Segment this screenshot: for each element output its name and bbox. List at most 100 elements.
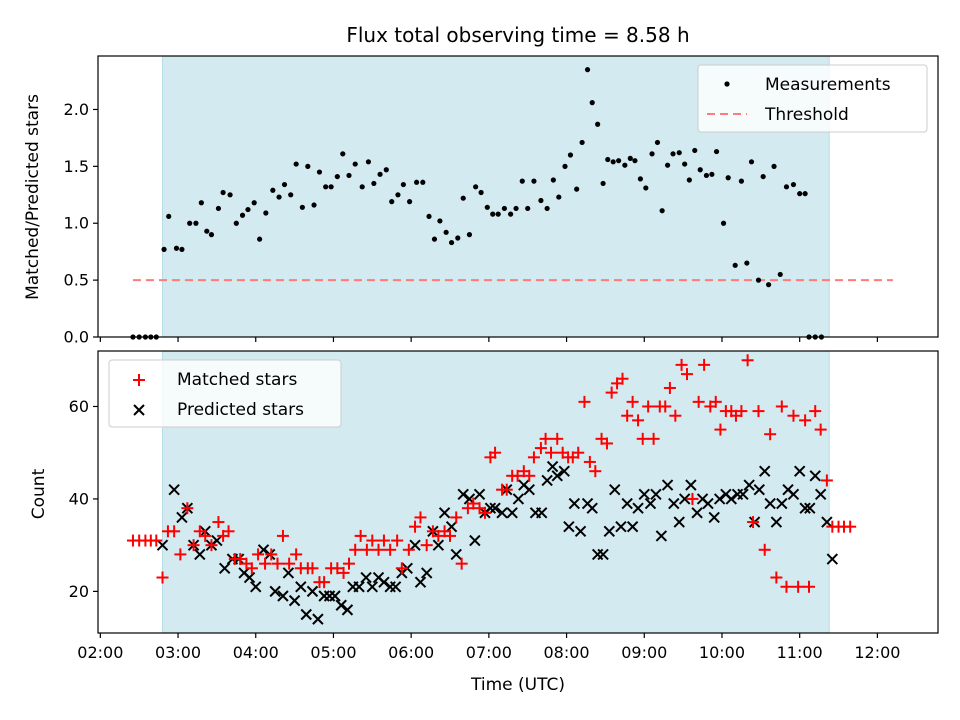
predicted-star-point	[673, 516, 685, 528]
predicted-star-point	[708, 511, 720, 524]
bottom-y-tick-label: 20	[69, 582, 89, 601]
bottom-x-ticks: 02:00 03:00 04:00 05:00 06:00 07:00 08:00 09:00…	[77, 633, 900, 662]
matched-star-point	[572, 446, 585, 459]
matched-star-point	[621, 409, 634, 422]
predicted-star-point	[512, 493, 525, 505]
predicted-star-point	[793, 465, 806, 477]
matched-star-point	[500, 483, 513, 496]
measurement-point	[790, 181, 797, 188]
matched-star-point	[681, 368, 694, 381]
measurement-point	[328, 184, 334, 190]
matched-star-point	[222, 525, 235, 538]
measurement-point	[556, 194, 562, 200]
measurement-point	[676, 150, 682, 156]
predicted-star-point	[678, 493, 691, 505]
predicted-star-point	[615, 520, 627, 533]
matched-star-point	[444, 529, 457, 542]
matched-star-point	[809, 405, 822, 418]
measurement-point	[299, 204, 305, 210]
predicted-star-point	[776, 497, 788, 510]
measurement-point	[193, 220, 199, 226]
measurement-point	[622, 162, 628, 168]
matched-star-point	[545, 446, 558, 459]
measurement-point	[443, 229, 449, 235]
measurement-point	[413, 179, 420, 185]
predicted-star-point	[737, 488, 749, 501]
measurement-point	[643, 185, 649, 191]
measurement-point	[407, 199, 413, 205]
matched-star-point	[212, 516, 225, 529]
measurement-point	[198, 200, 204, 206]
measurement-point	[179, 246, 185, 253]
measurement-point	[377, 171, 383, 177]
matched-star-point	[478, 506, 491, 519]
predicted-star-point	[799, 502, 811, 514]
predicted-star-point	[770, 516, 783, 528]
matched-star-point	[150, 534, 163, 547]
measurement-point	[251, 200, 257, 206]
matched-star-point	[747, 516, 760, 529]
matched-star-point	[265, 548, 278, 561]
matched-star-point	[600, 437, 613, 450]
measurement-point	[420, 179, 426, 185]
measurement-point	[371, 180, 377, 187]
measurement-point	[605, 156, 611, 163]
measurement-point	[600, 180, 606, 187]
measurement-point	[538, 197, 544, 204]
matched-star-point	[391, 534, 404, 547]
predicted-star-point	[603, 525, 616, 538]
matched-star-point	[337, 566, 350, 579]
matched-star-point	[659, 400, 672, 413]
measurement-point	[508, 211, 514, 217]
measurement-point	[466, 232, 473, 238]
legend-threshold-label: Threshold	[764, 105, 849, 125]
matched-star-point	[534, 442, 547, 455]
predicted-star-point	[759, 465, 771, 477]
top-y-axis-label: Matched/Predicted stars	[23, 94, 43, 300]
measurement-point	[257, 236, 263, 242]
predicted-star-point	[814, 488, 827, 501]
legend-predicted-label: Predicted stars	[177, 400, 304, 420]
measurement-point	[725, 175, 731, 181]
predicted-star-point	[295, 581, 307, 593]
predicted-star-point	[211, 534, 223, 547]
measurement-point	[389, 199, 395, 205]
measurement-point	[173, 245, 180, 251]
matched-star-point	[770, 571, 783, 584]
matched-star-point	[252, 548, 265, 561]
matched-star-point	[331, 562, 344, 575]
x-axis-label: Time (UTC)	[470, 675, 565, 695]
measurement-point	[654, 139, 661, 146]
matched-star-point	[775, 400, 788, 413]
matched-star-point	[758, 543, 771, 556]
predicted-star-point	[764, 497, 776, 510]
matched-star-point	[764, 428, 777, 441]
legend-matched-label: Matched stars	[177, 370, 297, 390]
measurement-point	[567, 152, 574, 158]
chart-title: Flux total observing time = 8.58 h	[346, 23, 689, 47]
measurement-point	[797, 191, 803, 197]
top-y-tick-label: 0.0	[64, 328, 89, 347]
matched-star-point	[714, 423, 727, 436]
measurement-point	[783, 184, 790, 190]
matched-star-point	[420, 539, 433, 552]
top-panel: 0.0 0.5 1.0 1.5 2.0 Flux total observing tim…	[23, 23, 939, 347]
measurement-point	[632, 158, 638, 164]
measurement-point	[484, 204, 490, 210]
matched-star-point	[156, 571, 169, 584]
measurement-point	[649, 151, 655, 157]
measurement-point	[204, 228, 210, 234]
bottom-y-axis-label: Count	[29, 468, 49, 519]
measurement-point	[281, 181, 288, 188]
bottom-plot-frame	[97, 350, 939, 634]
matched-star-point	[384, 543, 397, 556]
predicted-star-point	[558, 465, 570, 477]
measurement-point	[802, 191, 808, 197]
matched-star-point	[342, 557, 355, 570]
predicted-star-point	[753, 483, 765, 496]
matched-star-point	[283, 557, 296, 570]
predicted-star-point	[176, 511, 188, 524]
predicted-star-point	[523, 483, 535, 496]
predicted-star-point	[650, 488, 662, 501]
measurement-point	[562, 163, 568, 169]
